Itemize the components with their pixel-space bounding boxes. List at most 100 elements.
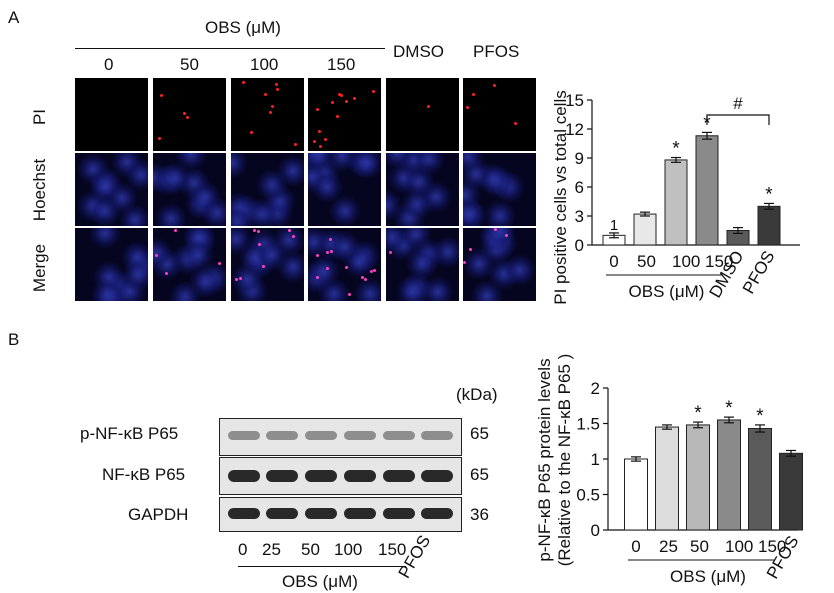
pi-signal-dot — [514, 122, 517, 125]
pi-signal-dot — [345, 266, 348, 269]
x-tick-label: 100 — [672, 252, 700, 271]
x-tick-label: 50 — [690, 537, 709, 556]
pi-signal-dot — [340, 94, 343, 97]
micrograph-r3-c5 — [386, 228, 459, 301]
y-tick-label: 12 — [565, 120, 584, 139]
blot-band — [344, 508, 376, 519]
micrograph-r2-c1 — [75, 153, 148, 226]
micrograph-r3-c3 — [231, 228, 304, 301]
x-tick-label: 0 — [609, 252, 618, 271]
pi-signal-dot — [370, 270, 373, 273]
pi-signal-dot — [313, 140, 316, 143]
pi-signal-dot — [316, 108, 319, 111]
y-tick-label: 15 — [565, 91, 584, 110]
protein-label-p-nfkb: p-NF-κB P65 — [80, 424, 179, 443]
blot-band — [344, 431, 376, 440]
pi-signal-dot — [253, 229, 256, 232]
y-tick-label: 2 — [591, 379, 600, 398]
pi-signal-dot — [242, 81, 245, 84]
lane-group-line — [238, 566, 406, 567]
significance-mark: * — [694, 403, 702, 424]
y-tick-label: 0.5 — [576, 486, 600, 505]
col-label-dmso: DMSO — [393, 42, 444, 61]
pi-signal-dot — [463, 261, 466, 264]
micrograph-r3-c6 — [463, 228, 536, 301]
row-label-pi: PI — [30, 108, 49, 126]
blot-band — [421, 431, 453, 440]
bar-50 — [633, 213, 657, 246]
pi-signal-dot — [292, 235, 295, 238]
col-label-pfos: PFOS — [473, 42, 520, 61]
pi-signal-dot — [250, 131, 253, 134]
x-tick-label: 150 — [758, 537, 786, 556]
y-axis-title: PI positive cells vs total cells — [551, 90, 570, 304]
pi-signal-dot — [174, 229, 177, 232]
row-label-merge: Merge — [30, 243, 49, 293]
blot-band — [228, 470, 260, 482]
blot-band — [228, 508, 260, 519]
lane-label-0: 0 — [238, 540, 248, 559]
y-tick-label: 3 — [575, 207, 584, 226]
micrograph-r3-c1 — [75, 228, 148, 301]
kda-nfkb: 65 — [470, 465, 489, 484]
pi-signal-dot — [318, 130, 321, 133]
y-tick-label: 1 — [591, 450, 600, 469]
y-tick-label: 9 — [575, 149, 584, 168]
bar-100 — [664, 159, 688, 246]
bar-100 — [717, 419, 741, 531]
blot-band — [266, 508, 298, 519]
pi-signal-dot — [493, 84, 496, 87]
blot-band — [383, 431, 415, 440]
micrograph-r1-c6 — [463, 78, 536, 151]
protein-label-nfkb: NF-κB P65 — [102, 465, 186, 484]
kda-label: (kDa) — [456, 385, 498, 404]
x-tick-label: 50 — [637, 252, 656, 271]
blot-band — [305, 508, 337, 519]
pi-signal-dot — [155, 254, 158, 257]
lane-label-100: 100 — [334, 540, 363, 559]
blot-nfkb — [219, 457, 462, 495]
micrograph-r1-c3 — [231, 78, 304, 151]
significance-mark: * — [756, 406, 764, 427]
pi-signal-dot — [326, 267, 329, 270]
blot-band — [266, 470, 298, 482]
significance-bracket — [706, 114, 770, 125]
pi-signal-dot — [294, 143, 297, 146]
pi-signal-dot — [158, 137, 161, 140]
obs-group-line — [75, 48, 385, 49]
x-axis-title: OBS (μM) — [629, 282, 705, 301]
blot-band — [266, 431, 298, 440]
lane-label-150: 150 — [378, 540, 407, 559]
y-tick-label: 0 — [575, 236, 584, 255]
pi-signal-dot — [348, 293, 351, 296]
y-tick-label: 0 — [591, 521, 600, 540]
pi-signal-dot — [262, 265, 265, 268]
blot-band — [305, 470, 337, 482]
y-axis-title-line2: (Relative to the NF-κB P65 ) — [555, 354, 574, 567]
bar-50 — [686, 424, 710, 531]
pi-signal-dot — [235, 278, 238, 281]
x-tick-label: PFOS — [739, 248, 779, 298]
pi-signal-dot — [258, 243, 261, 246]
micrograph-r2-c3 — [231, 153, 304, 226]
lane-label-25: 25 — [262, 540, 281, 559]
micrograph-r1-c5 — [386, 78, 459, 151]
bar-25 — [655, 426, 679, 531]
kda-gapdh: 36 — [470, 505, 489, 524]
col-label-50: 50 — [180, 55, 199, 74]
x-tick-label: 100 — [725, 537, 753, 556]
pi-signal-dot — [160, 94, 163, 97]
blot-band — [383, 470, 415, 482]
pi-signal-dot — [264, 93, 267, 96]
micrograph-r1-c1 — [75, 78, 148, 151]
micrograph-r2-c2 — [153, 153, 226, 226]
pi-signal-dot — [427, 105, 430, 108]
blot-band — [344, 470, 376, 482]
row-label-hoechst: Hoechst — [30, 158, 49, 222]
obs-group-label: OBS (μM) — [205, 18, 281, 37]
pi-signal-dot — [275, 83, 278, 86]
blot-band — [421, 470, 453, 482]
micrograph-r3-c4 — [308, 228, 381, 301]
